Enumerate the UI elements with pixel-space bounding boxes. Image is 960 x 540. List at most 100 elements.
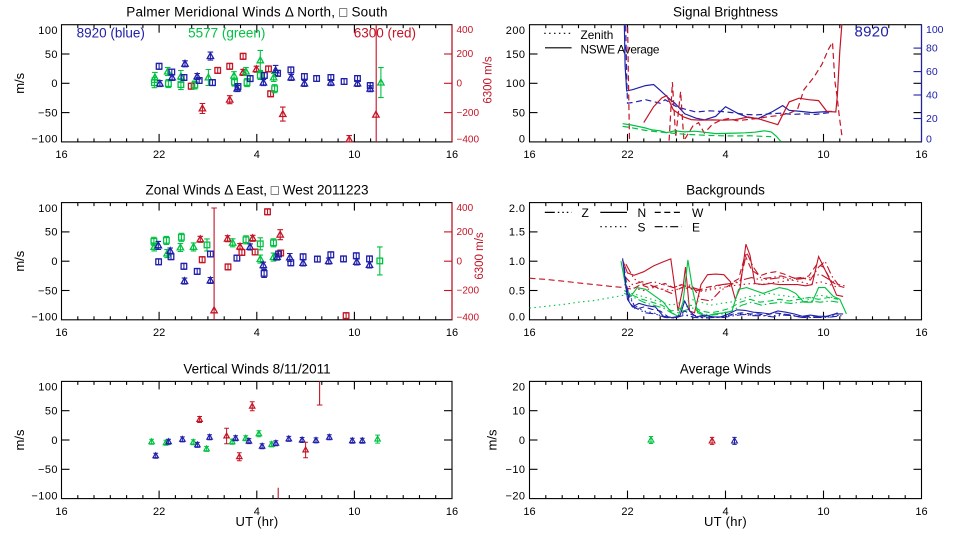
svg-text:6300 m/s: 6300 m/s <box>474 232 486 280</box>
svg-text:20: 20 <box>512 382 525 394</box>
svg-text:6300 (red): 6300 (red) <box>354 26 416 41</box>
svg-text:−50: −50 <box>38 285 58 297</box>
svg-text:40: 40 <box>926 89 938 101</box>
svg-text:10: 10 <box>817 327 829 339</box>
svg-text:m/s: m/s <box>12 250 27 271</box>
svg-text:200: 200 <box>457 227 474 238</box>
svg-text:−100: −100 <box>31 490 58 502</box>
svg-text:0: 0 <box>457 79 463 90</box>
svg-text:Palmer Meridional Winds Δ Nort: Palmer Meridional Winds Δ North, □ South <box>126 5 388 20</box>
svg-text:0: 0 <box>51 256 58 268</box>
svg-text:16: 16 <box>915 327 927 339</box>
svg-text:150: 150 <box>506 49 526 61</box>
svg-text:1.5: 1.5 <box>509 227 526 239</box>
svg-text:−20: −20 <box>505 490 525 502</box>
svg-text:Vertical Winds 8/11/2011: Vertical Winds 8/11/2011 <box>183 362 330 377</box>
svg-text:400: 400 <box>457 25 474 36</box>
svg-text:50: 50 <box>45 49 58 61</box>
svg-text:10: 10 <box>512 406 525 418</box>
svg-text:−200: −200 <box>457 286 480 297</box>
svg-text:0: 0 <box>519 435 526 447</box>
svg-text:400: 400 <box>457 203 474 214</box>
svg-text:m/s: m/s <box>485 429 500 450</box>
svg-text:5577 (green): 5577 (green) <box>188 26 265 41</box>
svg-text:200: 200 <box>506 25 526 37</box>
svg-text:16: 16 <box>523 149 535 161</box>
svg-text:16: 16 <box>55 506 67 518</box>
svg-text:N: N <box>638 206 647 220</box>
svg-text:100: 100 <box>38 382 58 394</box>
svg-text:0: 0 <box>51 435 58 447</box>
svg-text:22: 22 <box>153 149 165 161</box>
svg-text:60: 60 <box>926 66 938 78</box>
svg-text:16: 16 <box>915 506 927 518</box>
svg-text:22: 22 <box>153 506 165 518</box>
svg-text:0: 0 <box>51 78 58 90</box>
svg-text:100: 100 <box>926 24 944 36</box>
svg-text:200: 200 <box>457 49 474 60</box>
svg-text:22: 22 <box>621 327 633 339</box>
svg-text:m/s: m/s <box>12 72 27 93</box>
svg-text:Signal Brightness: Signal Brightness <box>673 5 778 20</box>
svg-text:4: 4 <box>722 149 728 161</box>
svg-text:100: 100 <box>38 203 58 215</box>
svg-text:50: 50 <box>512 107 525 119</box>
svg-text:10: 10 <box>817 506 829 518</box>
svg-text:16: 16 <box>55 149 67 161</box>
svg-text:−400: −400 <box>457 312 480 323</box>
svg-text:UT (hr): UT (hr) <box>704 514 747 529</box>
svg-text:4: 4 <box>722 506 728 518</box>
svg-text:0: 0 <box>519 134 526 146</box>
svg-text:−400: −400 <box>457 135 480 146</box>
svg-text:16: 16 <box>523 506 535 518</box>
svg-text:8920 (blue): 8920 (blue) <box>77 26 145 41</box>
svg-text:Backgrounds: Backgrounds <box>686 183 765 198</box>
svg-text:Z: Z <box>582 206 589 220</box>
svg-text:−50: −50 <box>38 464 58 476</box>
svg-text:4: 4 <box>254 149 260 161</box>
svg-text:W: W <box>692 206 704 220</box>
svg-text:22: 22 <box>621 149 633 161</box>
svg-text:4: 4 <box>722 327 728 339</box>
svg-text:−50: −50 <box>38 107 58 119</box>
svg-text:10: 10 <box>348 149 360 161</box>
svg-text:−10: −10 <box>505 464 525 476</box>
svg-text:0: 0 <box>457 256 463 267</box>
svg-text:16: 16 <box>446 506 458 518</box>
svg-text:20: 20 <box>926 113 938 125</box>
svg-text:Average Winds: Average Winds <box>680 362 772 377</box>
svg-text:16: 16 <box>446 327 458 339</box>
svg-text:E: E <box>692 220 700 234</box>
svg-text:16: 16 <box>55 327 67 339</box>
svg-text:0: 0 <box>926 134 932 146</box>
svg-text:100: 100 <box>38 25 58 37</box>
svg-text:UT (hr): UT (hr) <box>235 514 278 529</box>
svg-text:80: 80 <box>926 43 938 55</box>
svg-text:16: 16 <box>446 149 458 161</box>
svg-text:NSWE Average: NSWE Average <box>581 43 660 57</box>
svg-text:0.0: 0.0 <box>509 312 526 324</box>
svg-text:−200: −200 <box>457 108 480 119</box>
svg-text:4: 4 <box>254 506 260 518</box>
svg-text:22: 22 <box>621 506 633 518</box>
svg-text:22: 22 <box>153 327 165 339</box>
svg-text:16: 16 <box>523 327 535 339</box>
svg-text:10: 10 <box>817 149 829 161</box>
svg-text:10: 10 <box>348 327 360 339</box>
svg-text:4: 4 <box>254 327 260 339</box>
svg-text:16: 16 <box>915 149 927 161</box>
svg-text:6300 m/s: 6300 m/s <box>483 56 495 104</box>
svg-text:−100: −100 <box>31 312 58 324</box>
svg-text:m/s: m/s <box>12 429 27 450</box>
svg-text:Zonal Winds Δ East, □ West 201: Zonal Winds Δ East, □ West 2011223 <box>145 183 368 198</box>
svg-text:−100: −100 <box>31 134 58 146</box>
svg-text:0.5: 0.5 <box>509 285 526 297</box>
svg-text:50: 50 <box>45 406 58 418</box>
svg-text:100: 100 <box>506 78 526 90</box>
svg-text:Zenith: Zenith <box>581 28 614 42</box>
svg-text:50: 50 <box>45 227 58 239</box>
svg-text:8920: 8920 <box>855 24 890 41</box>
svg-text:2.0: 2.0 <box>509 203 526 215</box>
svg-text:1.0: 1.0 <box>509 256 526 268</box>
svg-text:S: S <box>638 220 646 234</box>
